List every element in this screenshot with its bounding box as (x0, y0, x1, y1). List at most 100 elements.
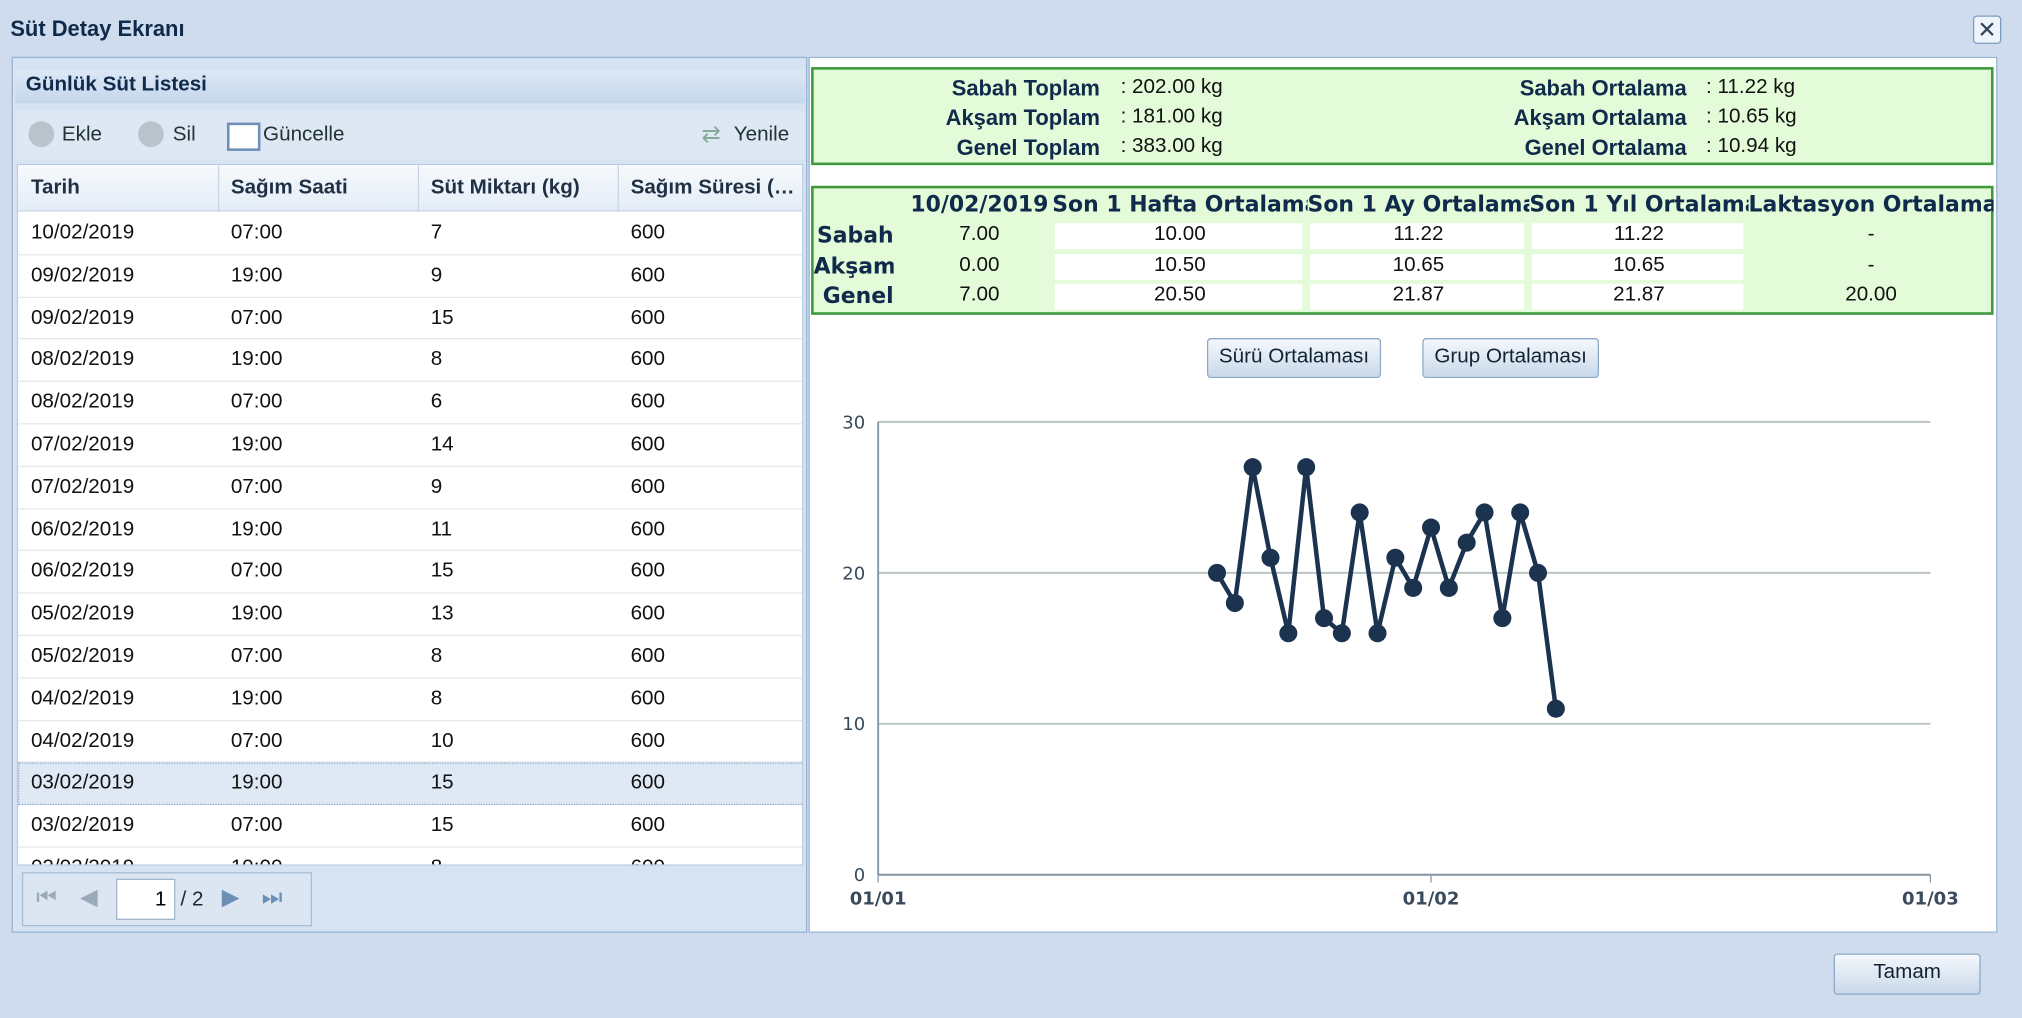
averages-row-label: Akşam (813, 253, 894, 280)
chart: 0 10 20 30 01/01 01/02 01/03 (842, 412, 1958, 909)
averages-cell: 20.00 (1845, 283, 1897, 306)
point (1439, 578, 1458, 597)
ok-button[interactable]: Tamam (1833, 953, 1981, 995)
averages-cell: 10.50 (1154, 253, 1206, 276)
grid-row (18, 382, 803, 425)
grid-cell: 600 (630, 264, 665, 287)
prev-page[interactable]: ◀ (79, 883, 98, 910)
averages-cell-bg (1310, 223, 1525, 250)
last-page[interactable]: ⏭ (261, 883, 283, 910)
add-button[interactable]: Ekle (61, 123, 103, 146)
page-total: / 2 (180, 888, 204, 911)
grid-cell: 600 (630, 391, 665, 414)
grid-cell: 15 (430, 306, 454, 329)
averages-row-label: Sabah (816, 223, 894, 250)
y-tick-label: 10 (842, 714, 865, 735)
averages-cell-bg (1054, 283, 1303, 310)
y-tick-label: 20 (842, 563, 865, 584)
averages-cell-bg (1054, 223, 1303, 250)
grid-cell: 19:00 (230, 264, 283, 287)
y-tick-label: 30 (842, 412, 865, 433)
herd-average-button[interactable]: Sürü Ortalaması (1206, 338, 1382, 379)
averages-cell: 10.00 (1154, 223, 1206, 246)
page-input[interactable]: 1 (116, 878, 176, 920)
grid-row (18, 298, 803, 340)
point (1314, 609, 1334, 628)
list-header (15, 69, 805, 104)
grid-cell: 600 (630, 729, 665, 752)
averages-cell: 10.65 (1613, 253, 1665, 276)
grid-cell: 600 (630, 814, 665, 837)
point (1297, 458, 1316, 477)
grid-row (18, 213, 803, 256)
averages-cell: 11.22 (1393, 223, 1444, 246)
group-average-button[interactable]: Grup Ortalaması (1422, 338, 1599, 379)
delete-icon (137, 121, 164, 148)
grid-cell: 11 (430, 518, 453, 541)
averages-row-label: Genel (822, 283, 894, 310)
delete-button[interactable]: Sil (172, 123, 196, 146)
grid-cell: 19:00 (230, 602, 283, 625)
averages-header: 10/02/2019 (910, 192, 1049, 219)
summary-label: Sabah Toplam (951, 76, 1100, 101)
grid-row (18, 763, 803, 806)
grid-cell: 08/02/2019 (30, 348, 135, 371)
list-title: Günlük Süt Listesi (25, 73, 207, 96)
grid-cell: 10/02/2019 (30, 221, 135, 244)
averages-cell-bg (1054, 253, 1303, 280)
update-icon (226, 122, 261, 151)
summary-label: Akşam Ortalama (1513, 105, 1687, 131)
point (1332, 624, 1351, 643)
averages-cell: 10.65 (1392, 253, 1445, 276)
point (1225, 594, 1244, 613)
summary-value: : 202.00 kg (1120, 76, 1223, 99)
refresh-button[interactable]: Yenile (733, 123, 790, 146)
next-page[interactable]: ▶ (221, 883, 240, 910)
grid-cell: 04/02/2019 (30, 729, 135, 752)
grid-cell: 03/02/2019 (30, 772, 135, 794)
grid-cell: 14 (430, 433, 454, 456)
grid-cell: 600 (630, 433, 665, 456)
grid-row (18, 255, 803, 298)
grid-cell: 06/02/2019 (30, 518, 135, 541)
point (1511, 503, 1530, 522)
column-divider (617, 165, 619, 212)
grid-cell: 600 (630, 518, 665, 541)
grid-cell: 07:00 (230, 560, 283, 583)
grid-row (18, 424, 803, 467)
averages-cell: 21.87 (1613, 283, 1665, 306)
grid-cell: 07:00 (230, 729, 283, 752)
update-button[interactable]: Güncelle (263, 123, 345, 146)
point (1457, 533, 1476, 552)
window-title: Süt Detay Ekranı (10, 16, 185, 42)
grid-cell: 600 (630, 687, 665, 710)
grid-cell: 19:00 (230, 348, 283, 371)
x-tick-label: 01/01 (850, 888, 907, 909)
refresh-icon: ⇄ (701, 121, 721, 148)
grid-cell: 600 (630, 306, 665, 329)
grid-cell: 9 (430, 264, 443, 287)
grid-row (18, 636, 803, 679)
grid-cell: 09/02/2019 (30, 264, 135, 287)
grid-cell: 15 (430, 814, 454, 837)
grid-cell: 08/02/2019 (30, 391, 135, 414)
averages-cell: - (1867, 223, 1875, 246)
grid-cell: 09/02/2019 (30, 306, 135, 329)
toolbar (15, 110, 805, 160)
averages-cell-bg (1531, 253, 1744, 280)
column-header: Sağım Saati (230, 176, 348, 199)
grid-cell: 600 (630, 560, 665, 583)
first-page[interactable]: ⏮ (36, 883, 57, 910)
summary-value: : 10.65 kg (1706, 105, 1797, 128)
grid-cell: 600 (630, 348, 665, 371)
point (1243, 458, 1262, 477)
grid-cell: 8 (430, 348, 443, 371)
close-button[interactable]: ✕ (1972, 15, 2002, 44)
grid-row (18, 340, 803, 383)
grid-cell: 07/02/2019 (30, 475, 135, 498)
grid-row (18, 594, 803, 637)
point (1546, 699, 1565, 718)
grid-cell: 07:00 (230, 475, 283, 498)
column-divider (417, 165, 420, 212)
grid-cell: 600 (630, 221, 665, 244)
